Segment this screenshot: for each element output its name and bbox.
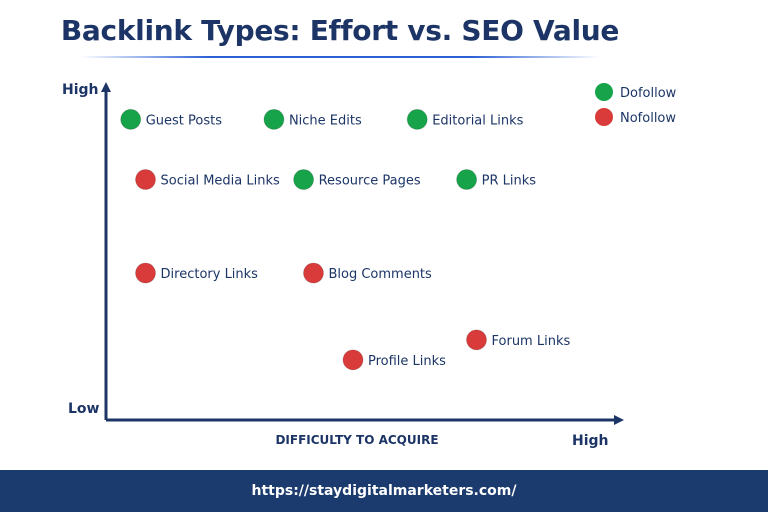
point-label: Forum Links [492,334,571,349]
scatter-chart: High Low High DIFFICULTY TO ACQUIRE Gues… [62,82,677,449]
point-marker [135,262,157,284]
data-point: Social Media Links [135,169,280,191]
point-label: PR Links [482,174,537,189]
point-label: Resource Pages [319,174,421,189]
chart-title: Backlink Types: Effort vs. SEO Value [60,14,620,47]
data-points: Guest Posts Niche Edits Editorial Links Res… [120,108,571,371]
point-label: Blog Comments [328,267,432,282]
point-marker [135,169,157,191]
y-tick-label-low: Low [68,401,100,417]
point-marker [342,349,364,371]
title-underline [80,56,600,58]
data-point: Blog Comments [302,262,432,284]
x-axis-label: DIFFICULTY TO ACQUIRE [275,433,438,447]
data-point: Profile Links [342,349,446,371]
point-marker [456,169,478,191]
data-point: Niche Edits [263,108,362,130]
legend-label: Dofollow [620,86,677,101]
point-marker [406,108,428,130]
data-point: Guest Posts [120,108,223,130]
point-marker [293,169,315,191]
legend-label: Nofollow [620,111,676,126]
data-point: PR Links [456,169,537,191]
point-marker [466,329,487,351]
point-label: Niche Edits [289,113,362,128]
data-point: Editorial Links [406,108,524,130]
point-label: Profile Links [368,354,446,369]
point-marker [302,262,324,284]
data-point: Forum Links [466,329,571,351]
point-marker [120,108,142,130]
footer-url[interactable]: https://staydigitalmarketers.com/ [0,470,768,512]
x-tick-label-high: High [572,433,609,449]
point-label: Social Media Links [161,174,280,189]
point-label: Guest Posts [146,113,223,128]
legend-marker [595,108,613,126]
legend: Dofollow Nofollow [595,83,677,126]
point-marker [263,108,285,130]
legend-marker [595,83,613,101]
point-label: Editorial Links [432,113,523,128]
data-point: Directory Links [135,262,259,284]
data-point: Resource Pages [293,169,421,191]
point-label: Directory Links [161,267,259,282]
y-tick-label-high: High [62,82,99,98]
